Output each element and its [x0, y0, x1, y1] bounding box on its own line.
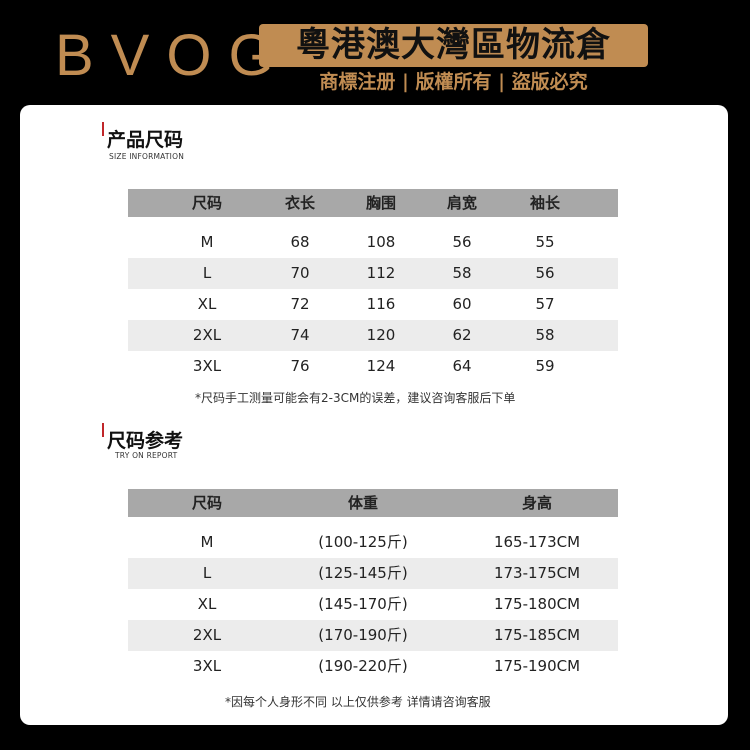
table-header: 尺码 体重 身高 — [128, 489, 618, 517]
table-cell: 2XL — [192, 326, 222, 344]
size-info-title-text: 产品尺码 — [107, 129, 184, 151]
table-cell: (190-220斤) — [318, 657, 408, 675]
table-cell: 身高 — [521, 494, 553, 512]
content-card: 产品尺码 SIZE INFORMATION 尺码 衣长 胸围 肩宽 袖长 M 68 108 56… — [20, 105, 728, 725]
table-cell: XL — [197, 295, 217, 313]
table-cell: 76 — [290, 357, 310, 375]
table-row: XL (145-170斤) 175-180CM — [128, 589, 618, 620]
accent-bar — [102, 122, 104, 136]
table-cell: 64 — [452, 357, 472, 375]
table-cell: L — [202, 264, 212, 282]
table-cell: 58 — [535, 326, 555, 344]
table-cell: 59 — [535, 357, 555, 375]
table-cell: 60 — [452, 295, 472, 313]
table-cell: 56 — [535, 264, 555, 282]
try-on-title-text: 尺码参考 — [107, 430, 184, 452]
try-on-table: 尺码 体重 身高 M (100-125斤) 165-173CM L (125-145斤) 173… — [128, 489, 618, 682]
table-cell: (100-125斤) — [318, 533, 408, 551]
size-note: *尺码手工测量可能会有2-3CM的误差，建议咨询客服后下单 — [195, 391, 516, 405]
table-cell: 尺码 — [191, 494, 223, 512]
table-row: 3XL (190-220斤) 175-190CM — [128, 651, 618, 682]
table-cell: M — [200, 233, 214, 251]
table-cell: 70 — [290, 264, 310, 282]
table-cell: XL — [197, 595, 217, 613]
table-cell: 55 — [535, 233, 555, 251]
table-cell: (145-170斤) — [318, 595, 408, 613]
table-cell: 胸围 — [365, 194, 397, 212]
table-row: L 70 112 58 56 — [128, 258, 618, 289]
table-cell: 衣长 — [284, 194, 316, 212]
table-row: L (125-145斤) 173-175CM — [128, 558, 618, 589]
table-cell: M — [200, 533, 214, 551]
try-on-title: 尺码参考 — [102, 423, 184, 453]
table-row: 3XL 76 124 64 59 — [128, 351, 618, 382]
size-table: 尺码 衣长 胸围 肩宽 袖长 M 68 108 56 55 L 70 112 58 56 XL 72 116 60 5… — [128, 189, 618, 382]
table-cell: 112 — [366, 264, 396, 282]
size-info-title: 产品尺码 — [102, 122, 184, 152]
table-cell: 108 — [366, 233, 396, 251]
table-cell: 175-180CM — [493, 595, 581, 613]
table-cell: 175-185CM — [493, 626, 581, 644]
table-cell: 体重 — [347, 494, 379, 512]
table-cell: 62 — [452, 326, 472, 344]
table-cell: 袖长 — [529, 194, 561, 212]
brand-logo: BVOG — [55, 23, 291, 88]
table-cell: 尺码 — [191, 194, 223, 212]
table-cell: 56 — [452, 233, 472, 251]
table-cell: 120 — [366, 326, 396, 344]
table-cell: (125-145斤) — [318, 564, 408, 582]
table-row: M (100-125斤) 165-173CM — [128, 527, 618, 558]
tagline: 商標注册 | 版權所有 | 盜版必究 — [319, 71, 588, 93]
try-on-note: *因每个人身形不同 以上仅供参考 详情请咨询客服 — [225, 695, 491, 709]
table-cell: 72 — [290, 295, 310, 313]
table-cell: L — [202, 564, 212, 582]
banner-title: 粵港澳大灣區物流倉 — [259, 24, 648, 67]
table-row: XL 72 116 60 57 — [128, 289, 618, 320]
table-cell: 175-190CM — [493, 657, 581, 675]
table-cell: 68 — [290, 233, 310, 251]
table-cell: 3XL — [192, 357, 222, 375]
table-cell: 2XL — [192, 626, 222, 644]
table-header: 尺码 衣长 胸围 肩宽 袖长 — [128, 189, 618, 217]
table-cell: 173-175CM — [493, 564, 581, 582]
table-cell: 58 — [452, 264, 472, 282]
table-row: M 68 108 56 55 — [128, 227, 618, 258]
table-row: 2XL 74 120 62 58 — [128, 320, 618, 351]
size-info-subtitle: SIZE INFORMATION — [109, 152, 185, 161]
table-cell: 肩宽 — [446, 194, 478, 212]
table-cell: 116 — [366, 295, 396, 313]
table-cell: (170-190斤) — [318, 626, 408, 644]
accent-bar — [102, 423, 104, 437]
table-cell: 3XL — [192, 657, 222, 675]
try-on-subtitle: TRY ON REPORT — [115, 451, 178, 460]
table-cell: 57 — [535, 295, 555, 313]
table-cell: 165-173CM — [493, 533, 581, 551]
table-cell: 124 — [366, 357, 396, 375]
table-cell: 74 — [290, 326, 310, 344]
table-row: 2XL (170-190斤) 175-185CM — [128, 620, 618, 651]
